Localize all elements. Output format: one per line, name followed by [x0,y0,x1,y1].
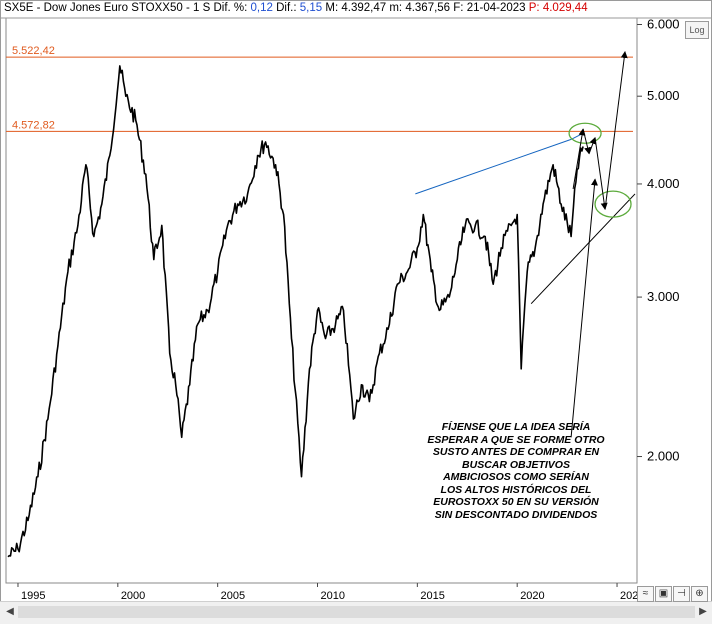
y-tick-label-3: 5.000 [647,88,680,103]
max-label: M: [325,2,339,14]
pin-icon[interactable]: ⊣ [673,586,690,602]
symbol-title: SX5E - Dow Jones Euro STOXX50 - 1 S [4,2,211,14]
price-label: P: [528,2,540,14]
scroll-left-arrow-icon[interactable]: ◀ [6,606,14,617]
forecast-arrow-0 [572,128,586,189]
x-tick-label-3: 2010 [321,590,345,602]
resistance-label-0: 5.522,42 [12,45,55,57]
max-value: 4.392,47 [341,2,387,14]
trendline-0 [415,138,572,195]
resistance-label-1: 4.572,82 [12,119,55,131]
y-tick-label-4: 6.000 [647,17,680,32]
wave-tool-icon[interactable]: ≈ [637,586,654,602]
target-circle-0 [568,122,602,144]
forecast-arrow-2 [588,136,597,154]
date-label: F: [453,2,464,14]
forecast-arrow-1 [582,128,591,155]
dif-pct-value: 0,12 [250,2,273,14]
chart-header: SX5E - Dow Jones Euro STOXX50 - 1 S Dif.… [4,2,588,14]
annotation-text: FÍJENSE QUE LA IDEA SERÍA ESPERAR A QUE … [427,421,605,521]
y-tick-label-2: 4.000 [647,176,680,191]
forecast-arrow-4 [604,50,628,210]
dif-pct-label: Dif. %: [213,2,248,14]
scroll-right-arrow-icon[interactable]: ▶ [699,606,707,617]
x-tick-label-5: 2020 [520,590,544,602]
forecast-arrow-3 [594,137,608,211]
x-tick-label-2: 2005 [221,590,245,602]
x-tick-label-0: 1995 [21,590,45,602]
x-tick-label-1: 2000 [121,590,145,602]
dif-value: 5,15 [299,2,323,14]
y-tick-label-0: 2.000 [647,449,680,464]
price-value: 4.029,44 [542,2,588,14]
price-line [7,65,584,558]
zoom-icon[interactable]: ⊕ [691,586,708,602]
date-value: 21-04-2023 [466,2,526,14]
x-tick-label-4: 2015 [420,590,444,602]
trendline-2 [530,193,636,305]
save-icon[interactable]: ▣ [655,586,672,602]
min-label: m: [389,2,403,14]
horizontal-scrollbar[interactable] [18,606,695,618]
min-value: 4.367,56 [405,2,451,14]
log-scale-toggle[interactable]: Log [685,21,709,39]
target-circle-1 [594,190,632,218]
annotation-arrow [570,178,598,438]
dif-label: Dif.: [276,2,297,14]
y-tick-label-1: 3.000 [647,289,680,304]
